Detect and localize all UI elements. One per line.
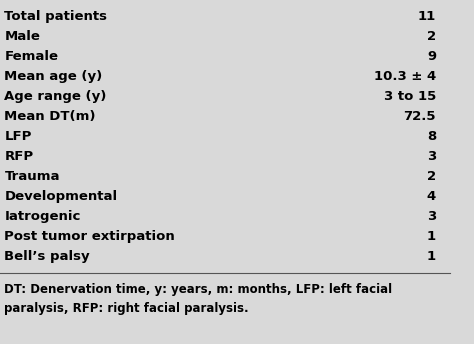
Text: Trauma: Trauma [4, 170, 60, 183]
Text: 3 to 15: 3 to 15 [384, 90, 436, 103]
Text: 2: 2 [427, 30, 436, 43]
Text: RFP: RFP [4, 150, 34, 163]
Text: 10.3 ± 4: 10.3 ± 4 [374, 70, 436, 83]
Text: Iatrogenic: Iatrogenic [4, 210, 81, 223]
Text: Male: Male [4, 30, 40, 43]
Text: 8: 8 [427, 130, 436, 143]
Text: 3: 3 [427, 150, 436, 163]
Text: Total patients: Total patients [4, 10, 108, 23]
Text: 72.5: 72.5 [403, 110, 436, 123]
Text: Mean age (y): Mean age (y) [4, 70, 103, 83]
Text: 1: 1 [427, 230, 436, 243]
Text: 2: 2 [427, 170, 436, 183]
Text: paralysis, RFP: right facial paralysis.: paralysis, RFP: right facial paralysis. [4, 302, 249, 315]
Text: LFP: LFP [4, 130, 32, 143]
Text: 3: 3 [427, 210, 436, 223]
Text: Mean DT(m): Mean DT(m) [4, 110, 96, 123]
Text: Post tumor extirpation: Post tumor extirpation [4, 230, 175, 243]
Text: 11: 11 [418, 10, 436, 23]
Text: 4: 4 [427, 190, 436, 203]
Text: 9: 9 [427, 50, 436, 63]
Text: Bell’s palsy: Bell’s palsy [4, 250, 90, 263]
Text: 1: 1 [427, 250, 436, 263]
Text: DT: Denervation time, y: years, m: months, LFP: left facial: DT: Denervation time, y: years, m: month… [4, 283, 392, 297]
Text: Developmental: Developmental [4, 190, 118, 203]
Text: Female: Female [4, 50, 58, 63]
Text: Age range (y): Age range (y) [4, 90, 107, 103]
